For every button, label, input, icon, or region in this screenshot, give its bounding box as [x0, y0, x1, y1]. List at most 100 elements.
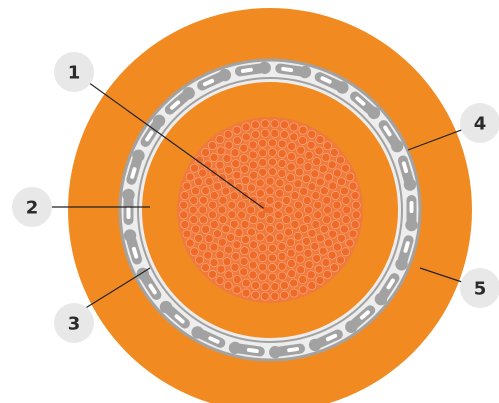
- conductor-strand: [339, 186, 349, 196]
- conductor-strand: [241, 122, 251, 132]
- conductor-strand: [223, 129, 233, 139]
- conductor-strand: [267, 138, 277, 148]
- conductor-strand: [319, 186, 329, 196]
- conductor-strand: [182, 181, 192, 191]
- conductor-strand: [241, 278, 251, 288]
- conductor-strand: [342, 205, 352, 215]
- conductor-strand: [302, 215, 312, 225]
- conductor-strand: [273, 210, 283, 220]
- conductor-strand: [275, 222, 285, 232]
- conductor-strand: [209, 152, 219, 162]
- conductor-strand: [232, 170, 242, 180]
- conductor-strand: [313, 210, 323, 220]
- conductor-strand: [232, 136, 242, 146]
- callout-circle: [54, 52, 94, 92]
- callout-number: 4: [474, 114, 487, 135]
- conductor-strand: [180, 191, 190, 201]
- conductor-strand: [350, 191, 360, 201]
- conductor-strand: [217, 237, 227, 247]
- conductor-strand: [257, 210, 267, 220]
- screen-tape-segment: [140, 114, 166, 147]
- conductor-strand: [294, 167, 304, 177]
- conductor-strand: [322, 195, 332, 205]
- conductor-strand: [255, 178, 265, 188]
- conductor-strand: [194, 233, 204, 243]
- screen-tape-segment: [374, 273, 400, 306]
- conductor-strand: [201, 224, 211, 234]
- conductor-strand: [251, 280, 261, 290]
- conductor-strand: [322, 215, 332, 225]
- screen-tape-segment: [308, 329, 343, 352]
- conductor-strand: [267, 157, 277, 167]
- conductor-strand: [227, 200, 237, 210]
- conductor-strand: [286, 248, 296, 258]
- screen-tape-segment: [191, 326, 226, 348]
- conductor-strand: [265, 224, 275, 234]
- conductor-strand: [221, 224, 231, 234]
- conductor-strand: [341, 215, 351, 225]
- conductor-strand: [329, 147, 339, 157]
- conductor-strand: [331, 190, 341, 200]
- conductor-strand: [327, 250, 337, 260]
- conductor-strand: [237, 200, 247, 210]
- conductor-strand: [209, 190, 219, 200]
- conductor-strand: [195, 255, 205, 265]
- conductor-strand: [293, 231, 303, 241]
- conductor-strand: [279, 120, 289, 130]
- conductor-strand: [306, 270, 316, 280]
- conductor-strand: [296, 265, 306, 275]
- conductor-strand: [345, 172, 355, 182]
- conductor-strand: [321, 258, 331, 268]
- conductor-strand: [339, 224, 349, 234]
- conductor-strand: [298, 136, 308, 146]
- conductor-strand: [209, 258, 219, 268]
- conductor-strand: [275, 178, 285, 188]
- conductor-strand: [226, 232, 236, 242]
- conductor-strand: [312, 157, 322, 167]
- conductor-strand: [229, 191, 239, 201]
- leader-endpoint: [263, 207, 269, 213]
- conductor-strand: [265, 215, 275, 225]
- leader-line: [83, 267, 151, 310]
- conductor-strand: [240, 219, 250, 229]
- conductor-strand: [267, 272, 277, 282]
- conductor-strand: [335, 155, 345, 165]
- callout-circle: [460, 268, 499, 308]
- conductor-strand: [324, 172, 334, 182]
- conductor-strand: [267, 263, 277, 273]
- conductor-strand: [345, 238, 355, 248]
- conductor-strand: [251, 290, 261, 300]
- callout-number: 5: [474, 279, 487, 300]
- conductor-strand: [277, 251, 287, 261]
- conductor-strand: [180, 219, 190, 229]
- conductor-strand: [230, 148, 240, 158]
- conductor-strand: [248, 215, 258, 225]
- conductor-strand: [315, 275, 325, 285]
- conductor-strand: [318, 164, 328, 174]
- conductor-strand: [277, 261, 287, 271]
- conductor-strand: [296, 145, 306, 155]
- conductor-strand: [258, 167, 268, 177]
- conductor-strand: [182, 229, 192, 239]
- conductor-strand: [265, 234, 275, 244]
- screen-tape-segment: [234, 61, 271, 77]
- conductor-strand: [284, 183, 294, 193]
- conductor-strands: [179, 119, 361, 301]
- conductor-strand: [227, 210, 237, 220]
- conductor-strand: [201, 186, 211, 196]
- conductor-strand: [286, 162, 296, 172]
- conductor-strand: [241, 288, 251, 298]
- conductor-strand: [203, 250, 213, 260]
- conductor-strand: [215, 160, 225, 170]
- conductor-strand: [323, 141, 333, 151]
- conductor-strand: [303, 162, 313, 172]
- screen-tape-segment: [405, 195, 418, 232]
- conductor-strand: [217, 205, 227, 215]
- conductor-strand: [201, 263, 211, 273]
- screen-tape-segment: [350, 91, 381, 120]
- conductor-strand: [229, 219, 239, 229]
- screen-tape-segment: [397, 155, 417, 191]
- conductor-strand: [311, 191, 321, 201]
- conductor-strand: [279, 280, 289, 290]
